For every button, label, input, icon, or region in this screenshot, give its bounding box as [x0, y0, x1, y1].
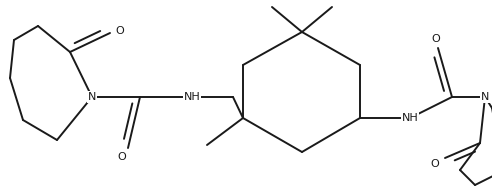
Text: NH: NH	[184, 92, 200, 102]
Text: N: N	[88, 92, 96, 102]
Text: N: N	[481, 92, 489, 102]
Text: O: O	[430, 159, 439, 169]
Text: O: O	[116, 26, 124, 36]
Text: O: O	[118, 152, 126, 162]
Text: NH: NH	[401, 113, 418, 123]
Text: O: O	[431, 34, 440, 44]
